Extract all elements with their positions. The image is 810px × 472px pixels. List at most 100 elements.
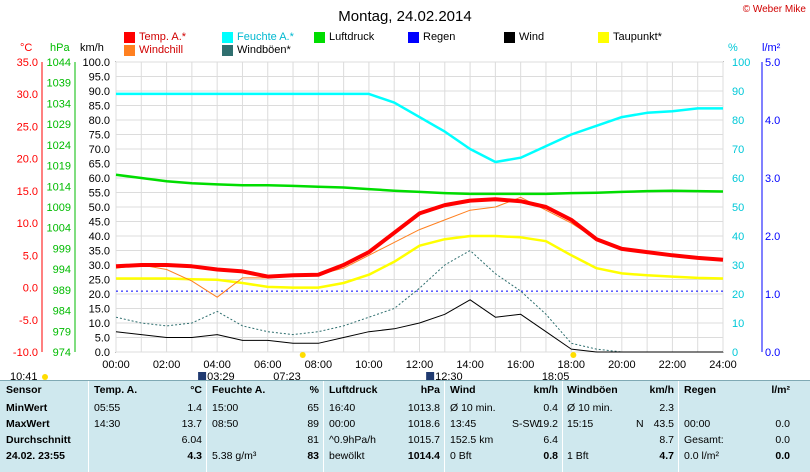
humidity-tick-label: 60 xyxy=(732,173,744,185)
moonrise-label: 03:29 xyxy=(207,371,235,380)
annotations: 07:23 18:05 03:29 12:30 10:41 xyxy=(10,352,577,380)
humidity-tick-label: 0 xyxy=(732,347,738,359)
x-tick-label: 04:00 xyxy=(203,359,231,371)
table-column-divider xyxy=(88,381,89,472)
humidity-tick-label: 30 xyxy=(732,260,744,272)
wind-tick-label: 75.0 xyxy=(89,130,110,142)
legend-swatch xyxy=(504,31,515,43)
table-value: 1.4 xyxy=(187,402,202,414)
humidity-unit-label: % xyxy=(728,42,738,54)
table-value: 0.4 xyxy=(543,402,558,414)
pressure-tick-label: 1039 xyxy=(47,78,71,90)
table-header-unit: km/h xyxy=(649,384,674,396)
wind-tick-label: 100.0 xyxy=(82,57,110,69)
pressure-tick-label: 1029 xyxy=(47,119,71,131)
table-value: 0.0 xyxy=(775,434,790,446)
table-value: 65 xyxy=(307,402,319,414)
table-value: 8.7 xyxy=(659,434,674,446)
table-cell: N xyxy=(636,418,644,430)
table-row-label: Durchschnitt xyxy=(6,434,71,446)
pressure-tick-label: 974 xyxy=(53,347,71,359)
legend-item: Feuchte A.* xyxy=(222,31,294,43)
table-cell: 16:40 xyxy=(329,402,356,414)
humidity-tick-label: 80 xyxy=(732,115,744,127)
pressure-tick-label: 1024 xyxy=(47,140,71,152)
series-luftdruck xyxy=(115,173,724,196)
table-header-unit: l/m² xyxy=(771,384,790,396)
table-cell: 08:50 xyxy=(212,418,239,430)
table-value: 13.7 xyxy=(181,418,202,430)
table-value: 4.3 xyxy=(187,450,202,462)
legend-item: Luftdruck xyxy=(314,31,374,43)
table-value: 81 xyxy=(307,434,319,446)
legend-item: Windböen* xyxy=(222,44,291,56)
table-cell: Ø 10 min. xyxy=(567,402,613,414)
pressure-tick-label: 999 xyxy=(53,243,71,255)
sunrise-label: 07:23 xyxy=(273,371,301,380)
table-value: 83 xyxy=(307,450,319,462)
humidity-tick-label: 90 xyxy=(732,86,744,98)
legend-swatch xyxy=(314,31,325,43)
table-header: Temp. A. xyxy=(94,384,138,396)
table-value: 1014.4 xyxy=(407,450,440,462)
temp-tick-label: 5.0 xyxy=(23,250,38,262)
legend-swatch xyxy=(124,31,135,43)
moonrise-icon xyxy=(198,372,207,380)
table-cell: 152.5 km xyxy=(450,434,494,446)
table-cell: 15:15 xyxy=(567,418,594,430)
table-cell: 00:00 xyxy=(329,418,356,430)
current-sun-icon xyxy=(42,374,48,380)
table-column-divider xyxy=(562,381,563,472)
legend-label: Temp. A.* xyxy=(139,31,187,43)
legend-item: Temp. A.* xyxy=(124,31,186,43)
legend-label: Windchill xyxy=(139,44,184,56)
x-tick-label: 18:00 xyxy=(557,359,585,371)
sunset-label: 18:05 xyxy=(542,371,570,380)
humidity-tick-label: 40 xyxy=(732,231,744,243)
table-value: 6.4 xyxy=(543,434,558,446)
pressure-tick-label: 1014 xyxy=(47,181,71,193)
sensor-table: Sensor Temp. A. °C Feuchte A.% Luftdruck hPa W… xyxy=(0,380,810,472)
wind-tick-label: 90.0 xyxy=(89,86,110,98)
table-header: Windböen xyxy=(567,384,618,396)
wind-tick-label: 40.0 xyxy=(89,231,110,243)
legend-label: Feuchte A.* xyxy=(237,31,294,43)
table-value: 0.0 xyxy=(775,450,790,462)
table-cell: S-SW xyxy=(512,418,540,430)
sunset-icon xyxy=(570,352,577,358)
rain-tick-label: 2.0 xyxy=(765,231,780,243)
sunrise-icon xyxy=(299,352,306,358)
table-cell: 05:55 xyxy=(94,402,121,414)
temp-tick-label: 15.0 xyxy=(17,186,38,198)
rain-tick-label: 0.0 xyxy=(765,347,780,359)
humidity-tick-label: 20 xyxy=(732,289,744,301)
rain-tick-label: 3.0 xyxy=(765,173,780,185)
table-value: 89 xyxy=(307,418,319,430)
wind-tick-label: 35.0 xyxy=(89,246,110,258)
table-header-unit: km/h xyxy=(533,384,558,396)
legend-swatch xyxy=(124,44,135,56)
temp-tick-label: 30.0 xyxy=(17,89,38,101)
table-value: 4.7 xyxy=(659,450,674,462)
table-value: 0.0 xyxy=(775,418,790,430)
rain-tick-label: 1.0 xyxy=(765,289,780,301)
series xyxy=(115,92,724,353)
pressure-tick-label: 984 xyxy=(53,306,71,318)
chart-title: Montag, 24.02.2014 xyxy=(338,8,471,25)
humidity-tick-label: 100 xyxy=(732,57,750,69)
table-cell: bewölkt xyxy=(329,450,365,462)
table-column-divider xyxy=(323,381,324,472)
series-feuchte-a xyxy=(116,92,723,164)
x-tick-label: 12:00 xyxy=(406,359,434,371)
temp-tick-label: -10.0 xyxy=(13,347,38,359)
series-taupunkt xyxy=(116,234,724,289)
x-tick-label: 00:00 xyxy=(102,359,130,371)
x-tick-label: 16:00 xyxy=(507,359,535,371)
grid xyxy=(115,61,724,353)
humidity-tick-label: 50 xyxy=(732,202,744,214)
pressure-tick-label: 1019 xyxy=(47,161,71,173)
table-header-unit: °C xyxy=(190,384,202,396)
current-time-label: 10:41 xyxy=(10,371,38,380)
table-cell: 5.38 g/m³ xyxy=(212,450,257,462)
table-value: 6.04 xyxy=(181,434,202,446)
